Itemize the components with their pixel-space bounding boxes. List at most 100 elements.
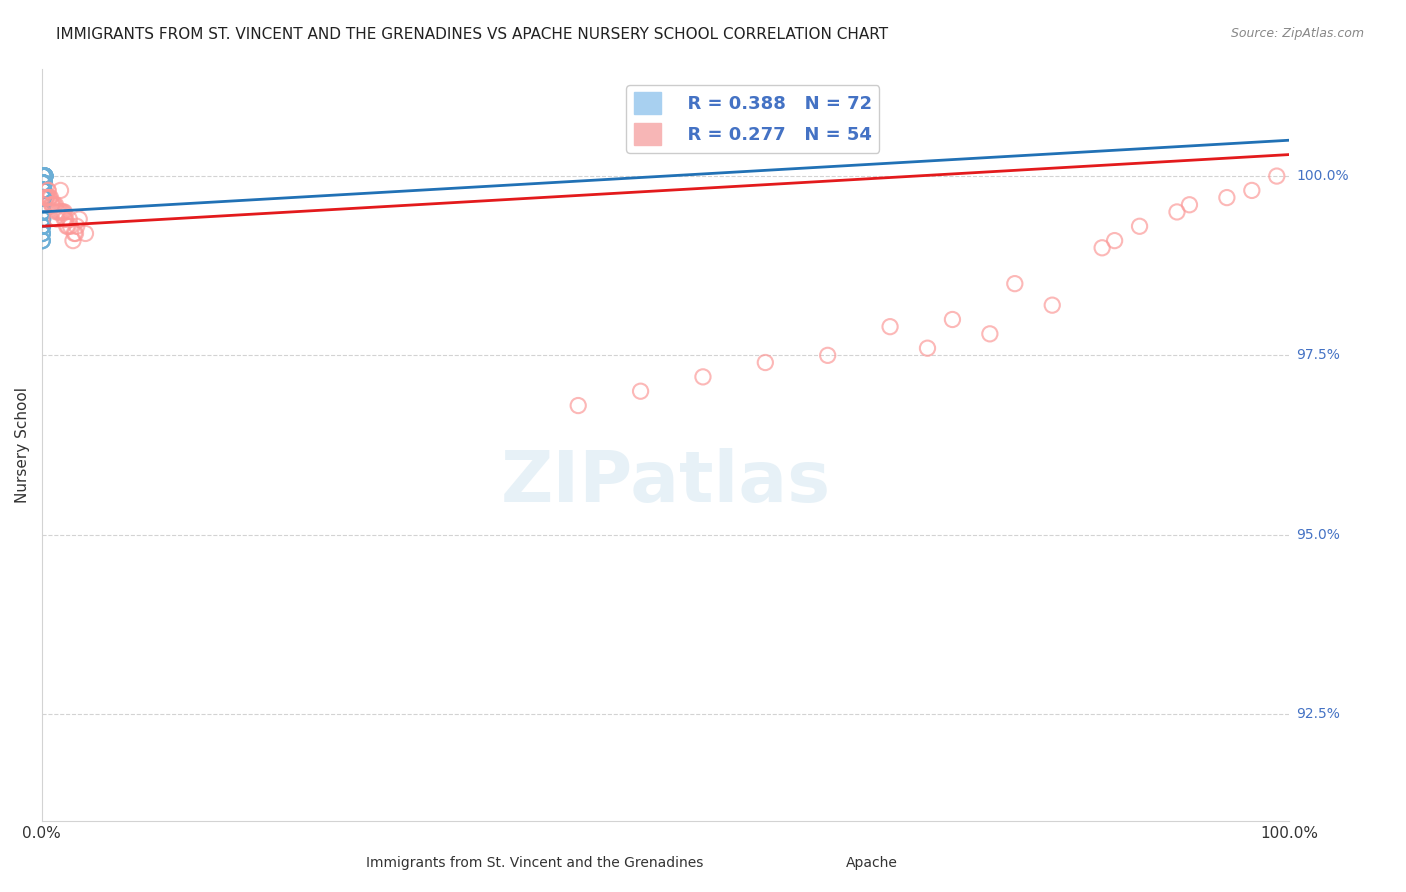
Point	[34, 169, 56, 183]
Point	[34, 169, 56, 183]
Point	[32, 176, 55, 190]
Point	[32, 169, 55, 183]
Point	[32, 176, 55, 190]
Point	[32, 169, 55, 183]
Point	[32, 169, 55, 183]
Point	[75, 227, 97, 241]
Text: Immigrants from St. Vincent and the Grenadines: Immigrants from St. Vincent and the Gren…	[366, 855, 703, 870]
Point	[31, 198, 53, 212]
Point	[42, 198, 65, 212]
Point	[56, 219, 79, 234]
Point	[41, 198, 63, 212]
Point	[34, 169, 56, 183]
Point	[32, 183, 55, 197]
Point	[31, 234, 53, 248]
Point	[58, 212, 80, 227]
Point	[34, 169, 56, 183]
Point	[34, 169, 56, 183]
Point	[35, 191, 58, 205]
Point	[32, 183, 55, 197]
Point	[32, 176, 55, 190]
Point	[31, 191, 53, 205]
Point	[630, 384, 652, 399]
Point	[44, 198, 66, 212]
Point	[32, 183, 55, 197]
Point	[32, 169, 55, 183]
Point	[34, 169, 56, 183]
Point	[39, 191, 62, 205]
Point	[32, 183, 55, 197]
Point	[567, 399, 589, 413]
Point	[31, 234, 53, 248]
Point	[31, 205, 53, 219]
Point	[1104, 234, 1126, 248]
Point	[34, 169, 56, 183]
Point	[32, 169, 55, 183]
Point	[32, 169, 55, 183]
Point	[63, 227, 86, 241]
Point	[692, 369, 714, 384]
Point	[32, 169, 55, 183]
Point	[1040, 298, 1063, 312]
Point	[1178, 198, 1201, 212]
Point	[32, 183, 55, 197]
Point	[32, 183, 55, 197]
Point	[34, 169, 56, 183]
Point	[65, 227, 87, 241]
Point	[31, 227, 53, 241]
Point	[34, 169, 56, 183]
Point	[52, 205, 75, 219]
Point	[31, 212, 53, 227]
Point	[31, 205, 53, 219]
Point	[32, 169, 55, 183]
Point	[31, 219, 53, 234]
Point	[754, 355, 776, 369]
Point	[38, 191, 60, 205]
Point	[32, 183, 55, 197]
Point	[37, 183, 59, 197]
Point	[1166, 205, 1188, 219]
Point	[32, 191, 55, 205]
Point	[34, 169, 56, 183]
Text: Apache: Apache	[846, 855, 897, 870]
Point	[41, 198, 63, 212]
Point	[53, 212, 76, 227]
Point	[34, 169, 56, 183]
Point	[32, 191, 55, 205]
Point	[31, 198, 53, 212]
Text: Source: ZipAtlas.com: Source: ZipAtlas.com	[1230, 27, 1364, 40]
Point	[34, 169, 56, 183]
Text: ZIPatlas: ZIPatlas	[501, 448, 831, 517]
Point	[32, 191, 55, 205]
Point	[32, 183, 55, 197]
Point	[31, 191, 53, 205]
Point	[32, 183, 55, 197]
Point	[48, 205, 70, 219]
Point	[34, 169, 56, 183]
Point	[32, 183, 55, 197]
Point	[49, 205, 72, 219]
Point	[31, 198, 53, 212]
Point	[35, 191, 58, 205]
Point	[32, 191, 55, 205]
Point	[32, 183, 55, 197]
Point	[31, 191, 53, 205]
Point	[1265, 169, 1288, 183]
Point	[51, 205, 73, 219]
Point	[62, 234, 84, 248]
Point	[817, 348, 839, 362]
Point	[34, 169, 56, 183]
Text: 95.0%: 95.0%	[1296, 528, 1340, 541]
Point	[31, 212, 53, 227]
Point	[31, 227, 53, 241]
Point	[32, 183, 55, 197]
Point	[32, 183, 55, 197]
Point	[31, 234, 53, 248]
Point	[34, 191, 56, 205]
Point	[45, 205, 67, 219]
Point	[32, 191, 55, 205]
Point	[32, 169, 55, 183]
Point	[32, 205, 55, 219]
Point	[32, 169, 55, 183]
Point	[31, 198, 53, 212]
